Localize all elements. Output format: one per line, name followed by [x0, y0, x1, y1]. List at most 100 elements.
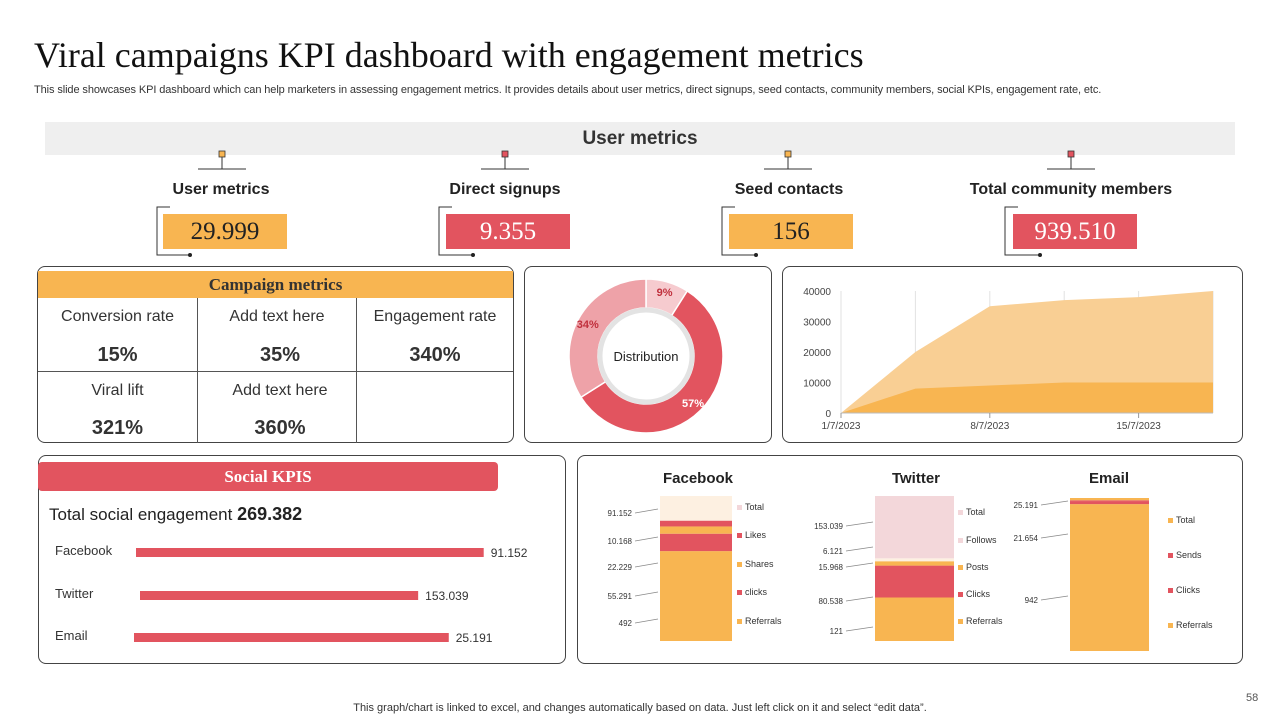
campaign-cell-value-2: 35% — [259, 344, 301, 366]
connector-2 — [438, 150, 529, 257]
donut-center — [597, 307, 695, 405]
legend-swatch-email-sends — [1168, 553, 1173, 558]
campaign-grid-vline-1 — [197, 298, 198, 443]
metric-value-total-community-members: 939.510 — [1013, 214, 1137, 249]
value-label-email-2: 21.654 — [1014, 534, 1039, 543]
social-kpis-heading: Social KPIS — [38, 462, 498, 491]
value-label-email-3: 942 — [1025, 596, 1039, 605]
metric-label-seed-contacts: Seed contacts — [734, 181, 844, 198]
area-chart-panel: 40000 30000 20000 10000 0 1/7/2023 8/7/2023 15/… — [782, 266, 1243, 443]
leader-line-email-2 — [1040, 533, 1069, 539]
social-bar-label-twitter: Twitter — [55, 586, 94, 601]
social-bar-label-facebook: Facebook — [55, 543, 113, 558]
value-label-twitter-4: 80.538 — [819, 597, 844, 606]
user-metrics-banner-title: User metrics — [582, 128, 698, 149]
legend-label-facebook-shares: Shares — [745, 559, 774, 569]
leader-line-twitter-1 — [845, 521, 874, 527]
channel-stacked-charts: Facebook Total Likes Shares clicks Referrals 9… — [608, 470, 1213, 651]
value-label-twitter-2: 6.121 — [823, 547, 844, 556]
legend-swatch-twitter-referrals — [958, 619, 963, 624]
legend-swatch-email-total — [1168, 518, 1173, 523]
social-bar-value-facebook: 91.152 — [491, 546, 528, 560]
leader-line-twitter-5 — [845, 626, 874, 632]
campaign-cell-value-5: 360% — [254, 417, 306, 439]
legend-swatch-twitter-clicks — [958, 592, 963, 597]
leader-line-twitter-4 — [845, 596, 874, 602]
legend-label-twitter-clicks: Clicks — [966, 589, 990, 599]
campaign-cell-value-1: 15% — [97, 344, 138, 366]
metric-value-user-metrics: 29.999 — [163, 214, 287, 249]
area-y-tick-2: 30000 — [803, 318, 831, 329]
segment-email-sends — [1070, 500, 1149, 502]
value-label-twitter-3: 15.968 — [819, 563, 844, 572]
campaign-cell-label-2: Add text here — [229, 308, 325, 325]
legend-swatch-twitter-total — [958, 510, 963, 515]
donut-slice-label-3: 34% — [577, 319, 599, 331]
legend-label-facebook-total: Total — [745, 502, 764, 512]
segment-email-total — [1070, 498, 1149, 501]
area-y-tick-1: 40000 — [803, 287, 831, 298]
legend-swatch-facebook-referrals — [737, 619, 742, 624]
leader-line-facebook-3 — [634, 562, 659, 568]
footnote: This graph/chart is linked to excel, and… — [353, 702, 927, 714]
donut-center-title: Distribution — [613, 349, 678, 364]
leader-line-facebook-4 — [634, 591, 659, 597]
page-number: 58 — [1246, 692, 1259, 704]
legend-label-twitter-posts: Posts — [966, 562, 989, 572]
page-subtitle: This slide showcases KPI dashboard which… — [34, 84, 1102, 96]
legend-label-email-clicks: Clicks — [1176, 585, 1200, 595]
leader-line-twitter-3 — [845, 562, 874, 568]
campaign-cell-label-1: Conversion rate — [61, 308, 174, 325]
social-engagement-bars: Facebook 91.152 Twitter 153.039 Email 25.191 — [55, 543, 528, 645]
value-label-twitter-5: 121 — [830, 627, 844, 636]
user-metrics-banner: User metrics — [45, 122, 1235, 155]
segment-facebook-referrals — [660, 551, 732, 641]
campaign-cell-value-4: 321% — [91, 417, 144, 439]
segment-facebook-likes — [660, 520, 732, 527]
value-label-email-1: 25.191 — [1014, 501, 1039, 510]
value-label-facebook-2: 10.168 — [608, 537, 633, 546]
metric-label-direct-signups: Direct signups — [449, 181, 561, 198]
channel-breakdown-panel: Facebook Total Likes Shares clicks Referrals 9… — [577, 455, 1243, 664]
metric-value-seed-contacts: 156 — [729, 214, 853, 249]
legend-swatch-facebook-likes — [737, 533, 742, 538]
campaign-cell-label-4: Viral lift — [91, 382, 144, 399]
metric-connectors — [156, 150, 1095, 257]
leader-line-email-1 — [1040, 500, 1069, 506]
social-bar-value-email: 25.191 — [456, 631, 493, 645]
leader-line-twitter-2 — [845, 546, 874, 552]
leader-line-facebook-1 — [634, 508, 659, 514]
distribution-donut-chart: 9% 57% 34% Distribution — [568, 278, 724, 434]
segment-facebook-clicks — [660, 533, 732, 552]
legend-label-facebook-likes: Likes — [745, 530, 767, 540]
legend-swatch-facebook-shares — [737, 562, 742, 567]
metric-value-direct-signups: 9.355 — [446, 214, 570, 249]
legend-label-twitter-referrals: Referrals — [966, 616, 1003, 626]
area-series-2 — [841, 382, 1213, 413]
area-y-tick-3: 20000 — [803, 348, 831, 359]
campaign-cell-value-3: 340% — [409, 344, 461, 366]
metric-label-user-metrics: User metrics — [172, 181, 270, 198]
legend-swatch-facebook-clicks — [737, 590, 742, 595]
total-social-engagement-value: 269.382 — [237, 504, 303, 524]
area-chart: 40000 30000 20000 10000 01/7/2023 8/7/2023 15/… — [803, 287, 1214, 432]
connector-3 — [721, 150, 812, 257]
campaign-metrics-heading: Campaign metrics — [38, 271, 513, 298]
segment-email-referrals — [1070, 504, 1149, 651]
legend-swatch-twitter-follows — [958, 538, 963, 543]
campaign-grid-vline-2 — [356, 298, 357, 443]
social-bar-value-twitter: 153.039 — [425, 589, 469, 603]
connector-4 — [1004, 150, 1095, 257]
metric-label-total-community-members: Total community members — [969, 181, 1173, 198]
campaign-cell-label-5: Add text here — [232, 382, 328, 399]
value-label-facebook-4: 55.291 — [608, 592, 633, 601]
social-bar-twitter — [140, 591, 419, 600]
channel-title-facebook: Facebook — [663, 470, 734, 487]
segment-twitter-referrals — [875, 597, 954, 641]
value-label-facebook-3: 22.229 — [608, 563, 633, 572]
legend-label-email-total: Total — [1176, 515, 1195, 525]
donut-slice-label-2: 57% — [682, 398, 704, 410]
legend-swatch-email-referrals — [1168, 623, 1173, 628]
channel-title-twitter: Twitter — [892, 470, 940, 487]
legend-swatch-twitter-posts — [958, 565, 963, 570]
